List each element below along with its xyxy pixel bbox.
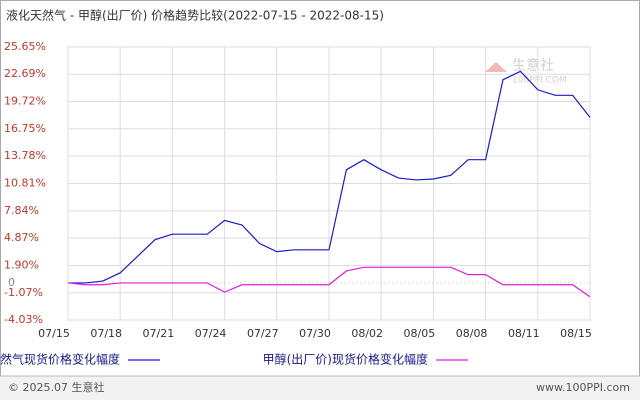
- y-tick-label: 7.84%: [4, 204, 39, 217]
- y-tick-label: 25.65%: [4, 40, 46, 53]
- y-tick-label: 16.75%: [4, 122, 46, 135]
- watermark-site: 100PPI.COM: [512, 76, 567, 86]
- y-tick-label: 22.69%: [4, 67, 46, 80]
- x-tick-label: 07/15: [38, 327, 70, 340]
- logo: [485, 62, 507, 72]
- legend-label: 液化天然气现货价格变化幅度: [0, 352, 120, 367]
- y-tick-label: 4.87%: [4, 231, 39, 244]
- series-line: [67, 266, 591, 298]
- footer-left: © 2025.07 生意社: [8, 380, 104, 394]
- x-tick-label: 08/11: [508, 327, 540, 340]
- y-tick-label: 13.78%: [4, 149, 46, 162]
- watermark: 生意社 100PPI.COM: [485, 57, 567, 86]
- x-tick-label: 07/18: [90, 327, 122, 340]
- y-tick-label: -4.03%: [4, 313, 43, 326]
- x-tick-label: 08/08: [456, 327, 488, 340]
- footer-right: www.100PPI.com: [536, 381, 630, 394]
- x-tick-label: 07/27: [247, 327, 279, 340]
- x-tick-label: 08/02: [351, 327, 383, 340]
- legend-label: 甲醇(出厂价)现货价格变化幅度: [263, 352, 428, 367]
- footer-bar: [0, 376, 640, 400]
- x-tick-label: 08/15: [560, 327, 592, 340]
- y-tick-label: 0: [8, 276, 15, 289]
- series-line: [68, 70, 591, 284]
- x-tick-label: 07/24: [195, 327, 227, 340]
- x-tick-label: 08/05: [404, 327, 436, 340]
- x-tick-label: 07/21: [143, 327, 175, 340]
- x-tick-label: 07/30: [299, 327, 331, 340]
- y-tick-label: -1.07%: [4, 286, 43, 299]
- y-tick-label: 10.81%: [4, 177, 46, 190]
- watermark-name: 生意社: [512, 57, 554, 74]
- y-tick-label: 1.90%: [4, 258, 39, 271]
- y-tick-label: 19.72%: [4, 95, 46, 108]
- chart-title: 液化天然气 - 甲醇(出厂价) 价格趋势比较(2022-07-15 - 2022…: [6, 8, 384, 23]
